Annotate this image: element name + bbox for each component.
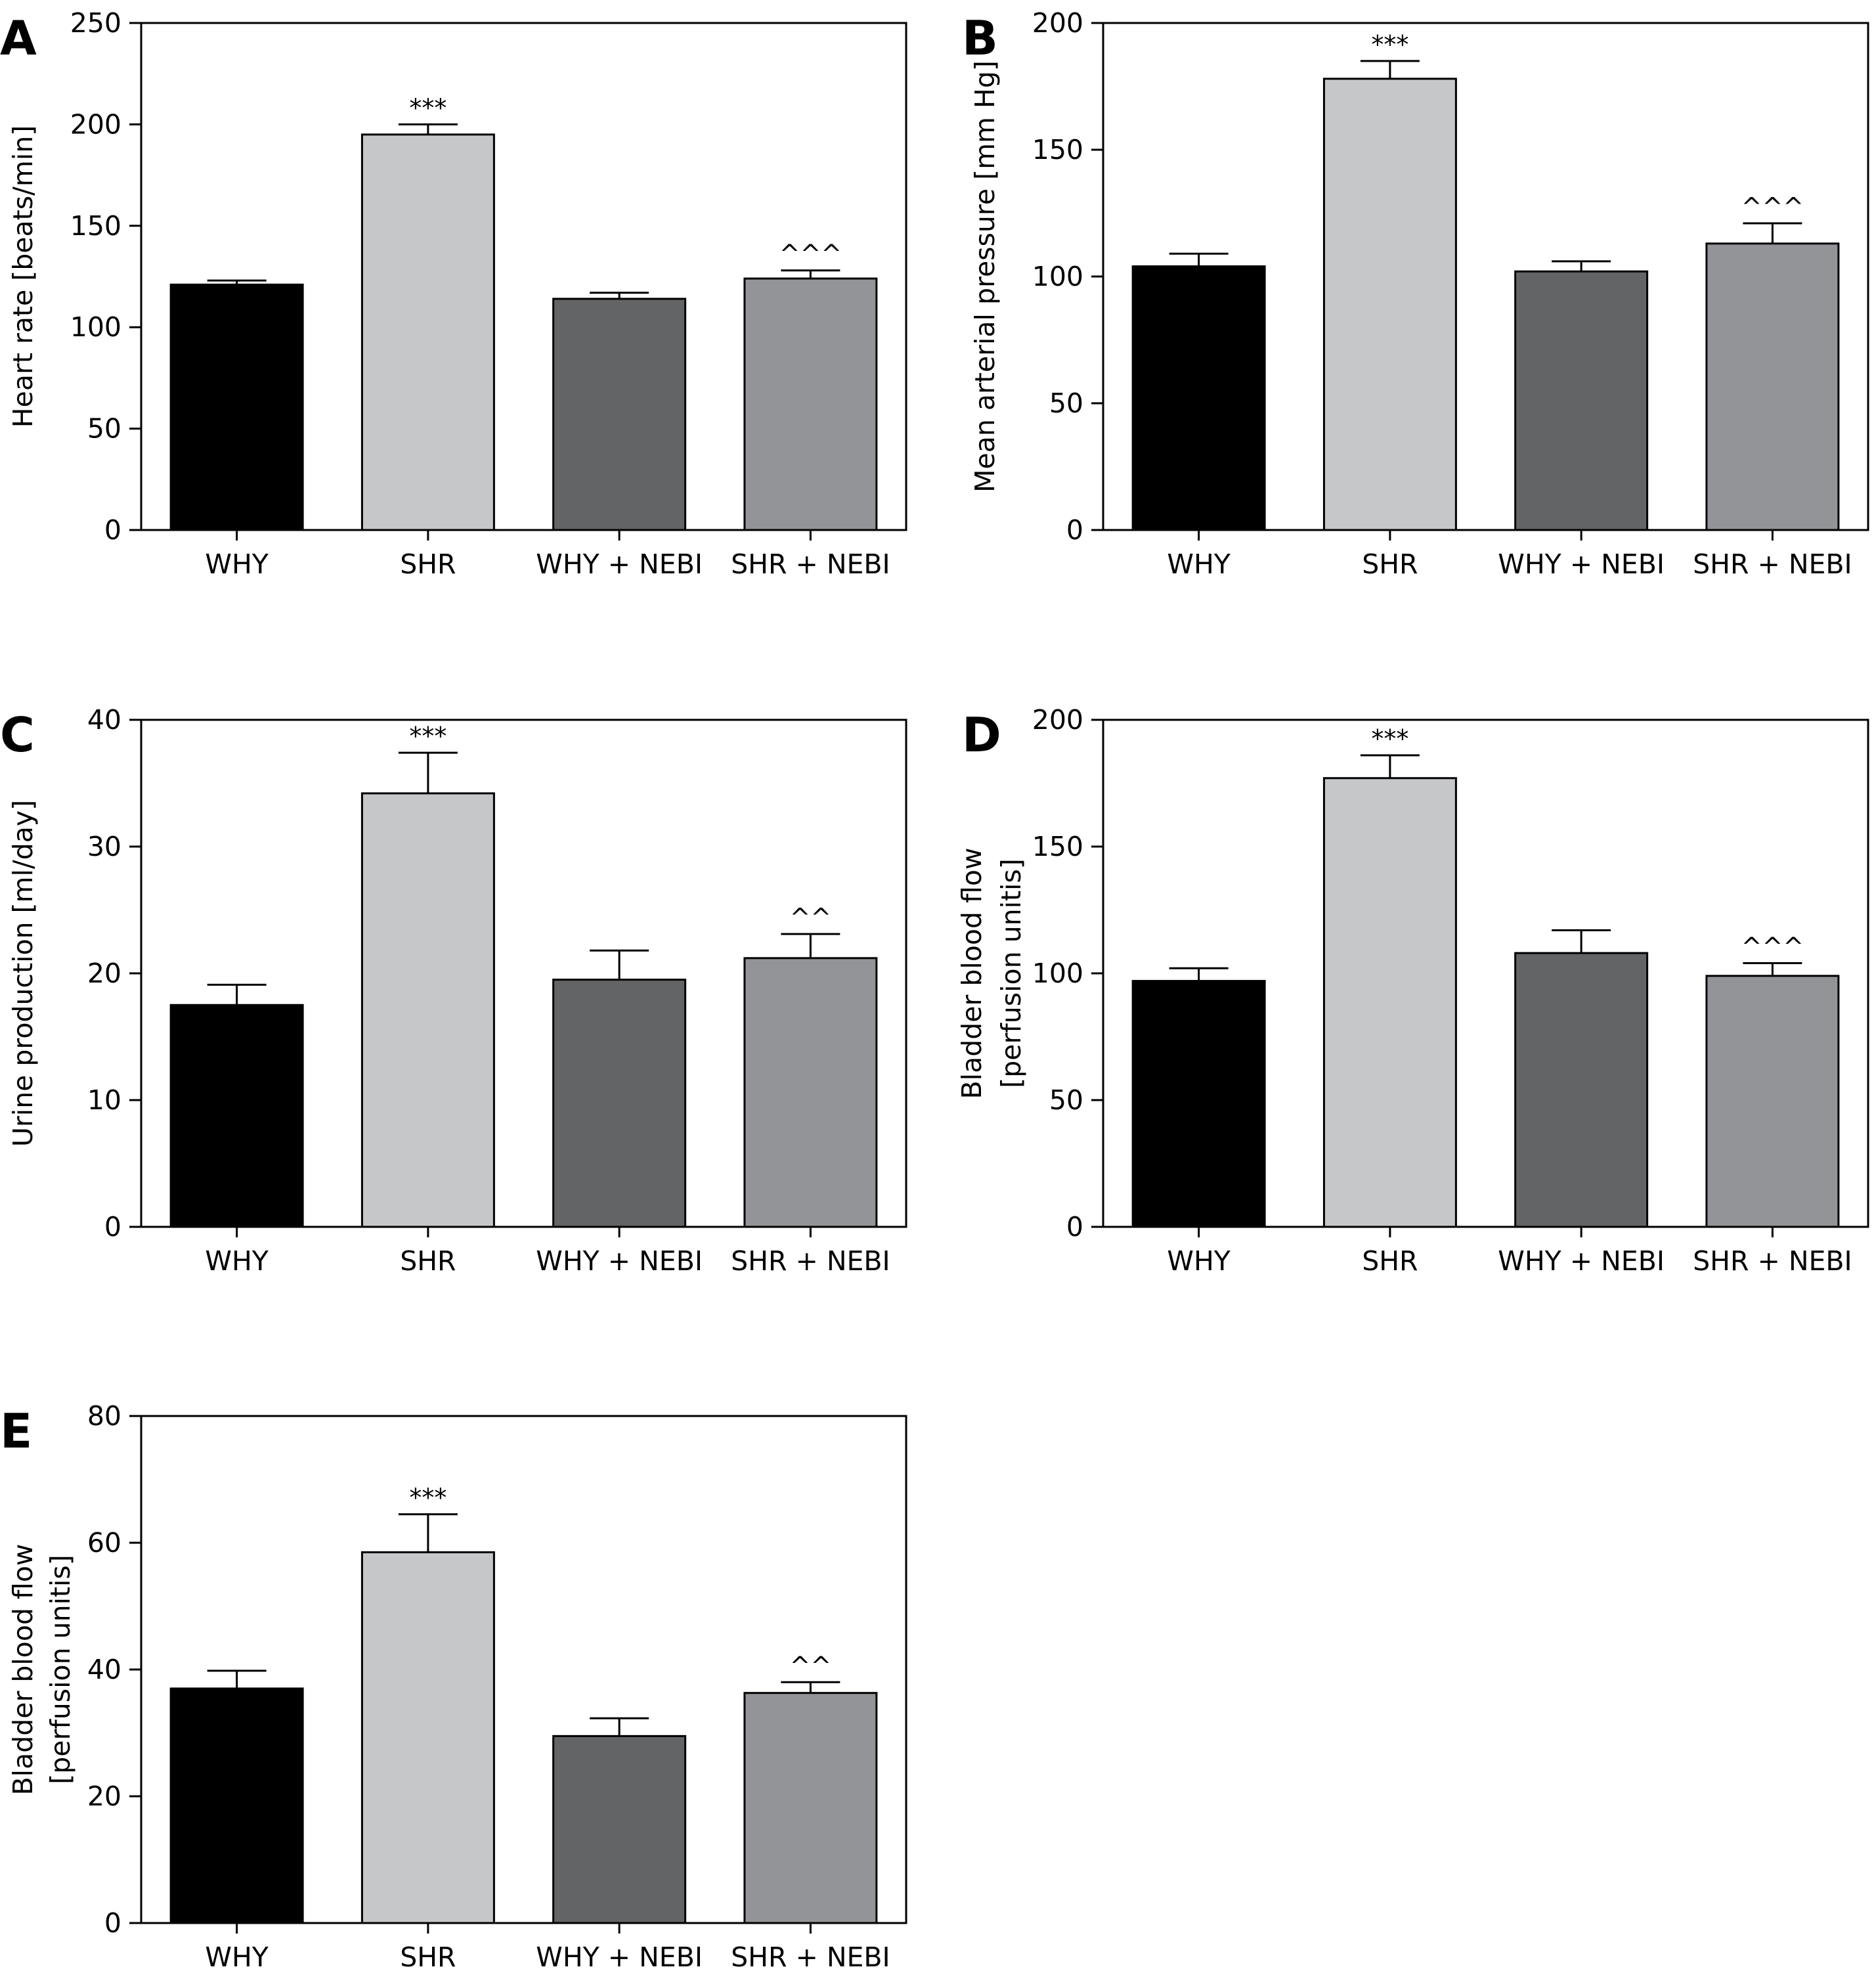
panel-letter: D [962,707,1001,763]
panel-a: A 0 50 100 150 200 250 Heart rate [beats/min] WH… [0,7,907,580]
x-tick-label: SHR + NEBI [731,1245,890,1277]
y-tick-label: 50 [1049,387,1083,419]
y-tick-label: 10 [87,1084,121,1116]
y-tick-label: 50 [87,413,121,445]
significance-label: *** [1371,30,1408,59]
x-tick-label: WHY [205,1941,269,1969]
panel-letter: A [0,11,37,66]
y-tick-label: 80 [87,1400,121,1432]
significance-label: *** [1371,724,1408,753]
significance-label: ^^ [790,1651,832,1680]
x-tick-label: WHY + NEBI [1498,1245,1665,1277]
x-tick-label: SHR + NEBI [731,548,890,580]
bar [169,1687,304,1924]
y-tick-label: 100 [1032,261,1083,292]
panel-letter: E [0,1404,32,1459]
bar [743,277,878,531]
significance-label: *** [409,722,447,751]
y-axis-label: Urine production [ml/day] [7,800,39,1147]
bar [743,1692,878,1924]
plot-frame [140,22,907,531]
bar [1322,77,1457,531]
bar [1514,270,1649,531]
y-axis-label: Mean arterial pressure [mm Hg] [969,60,1001,493]
significance-label: *** [409,93,447,122]
panel-e: E 0 20 40 60 80 Bladder blood flow [perfusion u… [0,1400,907,1969]
y-tick-label: 200 [1032,704,1083,736]
y-tick-label: 0 [104,1211,121,1243]
y-tick-label: 0 [104,514,121,546]
y-tick-label: 40 [87,704,121,736]
x-tick-label: WHY [1167,548,1231,580]
bar [169,1004,304,1228]
bar [1705,975,1840,1228]
significance-label: ^^^ [1741,933,1804,962]
panel-b: B 0 50 100 150 200 Mean arterial pressure [mm … [962,7,1869,580]
y-tick-label: 200 [1032,7,1083,39]
y-tick-label: 60 [87,1527,121,1559]
y-tick-label: 150 [1032,831,1083,862]
x-tick-label: WHY + NEBI [536,1941,703,1969]
significance-label: ^^ [790,903,832,932]
bar [1705,242,1840,531]
x-tick-label: SHR [400,548,456,580]
bar [1131,265,1266,531]
y-axis-label: Heart rate [beats/min] [7,125,39,428]
y-axis-label: Bladder blood flow [956,848,988,1099]
significance-label: ^^^ [779,240,842,269]
panel-letter: B [962,11,998,66]
y-tick-label: 20 [87,958,121,989]
x-tick-label: WHY [205,1245,269,1277]
panel-c: C 0 10 20 30 40 Urine production [ml/day] WHY **… [0,704,907,1277]
y-tick-label: 200 [70,108,121,140]
bar [360,1551,495,1924]
x-tick-label: SHR + NEBI [1693,548,1852,580]
y-tick-label: 100 [1032,958,1083,989]
bar [360,792,495,1228]
y-axis-label: Bladder blood flow [7,1544,39,1796]
bar [1514,952,1649,1228]
y-tick-label: 100 [70,311,121,343]
y-tick-label: 50 [1049,1084,1083,1116]
y-tick-label: 0 [104,1907,121,1939]
x-tick-label: WHY + NEBI [1498,548,1665,580]
x-tick-label: WHY [205,548,269,580]
panel-letter: C [0,707,35,763]
y-tick-label: 150 [70,210,121,242]
significance-label: *** [409,1484,447,1513]
x-tick-label: WHY + NEBI [536,1245,703,1277]
y-tick-label: 20 [87,1781,121,1812]
x-tick-label: SHR + NEBI [1693,1245,1852,1277]
y-tick-label: 30 [87,831,121,862]
y-axis-label: [perfusion unitis] [45,1555,76,1784]
bar [360,133,495,531]
x-tick-label: SHR [400,1245,456,1277]
bar [169,283,304,531]
bar [552,1735,687,1924]
bar [552,979,687,1228]
y-tick-label: 0 [1066,514,1083,546]
x-tick-label: SHR [400,1941,456,1969]
x-tick-label: WHY [1167,1245,1231,1277]
x-tick-label: SHR + NEBI [731,1941,890,1969]
bar [552,298,687,531]
y-tick-label: 0 [1066,1211,1083,1243]
panel-d: D 0 50 100 150 200 Bladder blood flow [perfusio… [956,704,1869,1277]
y-axis-label: [perfusion unitis] [995,858,1027,1088]
bar [1131,980,1266,1228]
bar [743,957,878,1228]
y-tick-label: 250 [70,7,121,39]
x-tick-label: SHR [1362,548,1418,580]
significance-label: ^^^ [1741,192,1804,221]
x-tick-label: WHY + NEBI [536,548,703,580]
x-tick-label: SHR [1362,1245,1418,1277]
y-tick-label: 150 [1032,134,1083,166]
y-tick-label: 40 [87,1654,121,1685]
bar [1322,777,1457,1228]
